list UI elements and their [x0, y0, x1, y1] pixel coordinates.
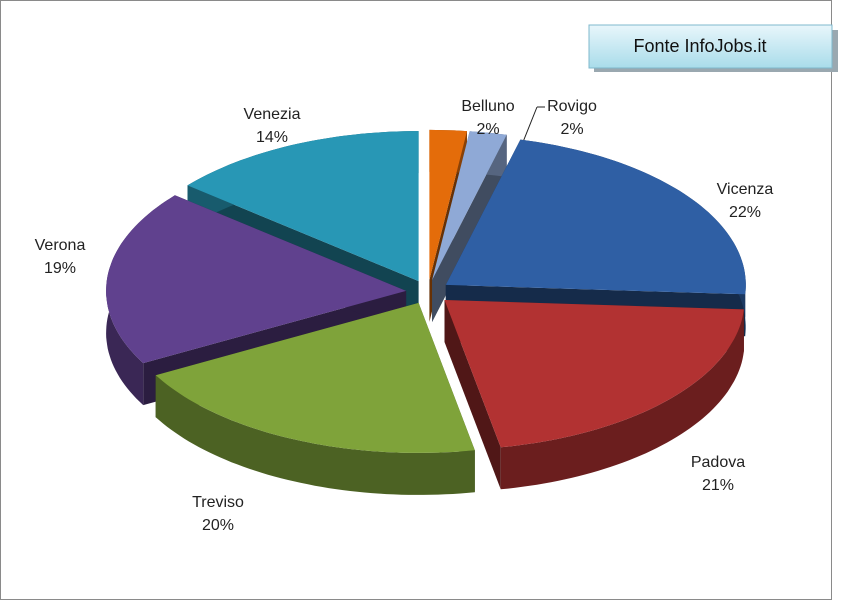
annotation: Fonte InfoJobs.it: [633, 36, 766, 56]
value-label: 19%: [44, 260, 76, 277]
slice-side: [444, 300, 501, 490]
slice-label: Rovigo: [547, 98, 597, 115]
note-box: [588, 24, 833, 69]
value-label: 20%: [202, 517, 234, 534]
value-label: 22%: [729, 204, 761, 221]
slice-top: [106, 195, 407, 364]
value-label: 2%: [560, 121, 583, 138]
slice-side: [500, 309, 744, 490]
slice: [444, 300, 744, 490]
slice-label: Belluno: [461, 98, 514, 115]
slice-label: Treviso: [192, 494, 244, 511]
slice-top: [444, 300, 744, 448]
pie: [106, 129, 746, 495]
value-label: 2%: [476, 121, 499, 138]
slice-top: [187, 131, 419, 282]
slice-label: Padova: [691, 454, 745, 471]
slice-top: [155, 302, 475, 453]
slice-side: [155, 375, 475, 495]
slice-top: [432, 131, 507, 281]
slice-label: Vicenza: [717, 181, 774, 198]
value-label: 14%: [256, 129, 288, 146]
slice: [155, 302, 475, 495]
slice-top: [445, 139, 746, 295]
value-label: 21%: [702, 477, 734, 494]
slice-top: [429, 129, 467, 280]
slice-label: Verona: [35, 237, 86, 254]
slice-label: Venezia: [244, 106, 301, 123]
